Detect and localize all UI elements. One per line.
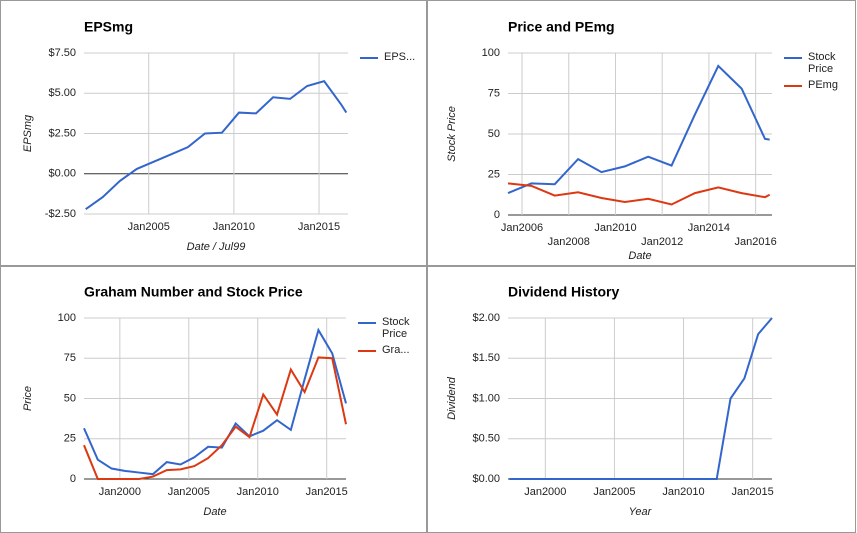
x-axis-label: Year	[629, 506, 653, 518]
x-tick-label: Jan2010	[662, 486, 704, 498]
legend-item: Stock Price	[784, 51, 846, 75]
x-tick-label: Jan2015	[306, 486, 348, 498]
x-tick-label: Jan2016	[735, 236, 777, 248]
y-tick-label: $2.50	[48, 127, 76, 139]
y-axis-label: Price	[22, 386, 34, 411]
x-tick-label: Jan2000	[524, 486, 566, 498]
y-tick-label: 100	[482, 47, 500, 59]
series-line	[509, 317, 773, 480]
legend-item: PEmg	[784, 79, 846, 91]
x-tick-label: Jan2012	[641, 236, 683, 248]
y-tick-label: 25	[64, 433, 76, 445]
series-line	[83, 356, 347, 480]
legend-item: EPS...	[360, 51, 422, 63]
legend-swatch	[358, 322, 376, 324]
x-tick-label: Jan2005	[128, 221, 170, 233]
y-tick-label: $0.00	[48, 168, 76, 180]
legend-item: Gra...	[358, 344, 420, 356]
x-tick-label: Jan2008	[548, 236, 590, 248]
y-tick-label: 0	[494, 209, 500, 221]
x-tick-label: Jan2005	[593, 486, 635, 498]
legend-item: Stock Price	[358, 316, 420, 340]
legend-label: EPS...	[384, 51, 416, 63]
y-tick-label: 50	[64, 392, 76, 404]
x-tick-label: Jan2010	[213, 221, 255, 233]
x-axis-label: Date	[203, 506, 226, 518]
y-tick-label: $0.00	[472, 473, 500, 485]
legend-label: Gra...	[382, 344, 410, 356]
y-tick-label: 100	[58, 312, 76, 324]
y-tick-label: $7.50	[48, 47, 76, 59]
y-tick-label: $5.00	[48, 87, 76, 99]
x-tick-label: Jan2006	[501, 222, 543, 234]
x-tick-label: Jan2000	[99, 486, 141, 498]
y-tick-label: $1.50	[472, 352, 500, 364]
legend-swatch	[784, 85, 802, 87]
y-tick-label: -$2.50	[45, 208, 76, 220]
x-axis-label: Date	[628, 250, 651, 262]
chart-title: Graham Number and Stock Price	[84, 284, 303, 300]
y-tick-label: 75	[64, 352, 76, 364]
series-line	[507, 64, 770, 195]
series-line	[507, 182, 771, 206]
legend-swatch	[358, 350, 376, 352]
legend-label: Stock Price	[382, 316, 410, 340]
legend: Stock Price PEmg	[784, 51, 846, 95]
y-tick-label: 0	[70, 473, 76, 485]
y-tick-label: 75	[488, 87, 500, 99]
legend-swatch	[784, 57, 802, 59]
x-axis-label: Date / Jul99	[187, 241, 246, 253]
legend-swatch	[360, 57, 378, 59]
chart-title: Dividend History	[508, 284, 619, 300]
x-tick-label: Jan2010	[594, 222, 636, 234]
y-tick-label: 50	[488, 128, 500, 140]
x-tick-label: Jan2010	[237, 486, 279, 498]
y-tick-label: $0.50	[472, 433, 500, 445]
legend-label: Stock Price	[808, 51, 836, 75]
y-axis-label: Dividend	[446, 376, 458, 420]
legend-label: PEmg	[808, 79, 838, 91]
y-tick-label: 25	[488, 168, 500, 180]
x-tick-label: Jan2005	[168, 486, 210, 498]
chart-title: EPSmg	[84, 19, 133, 35]
legend: Stock Price Gra...	[358, 316, 420, 360]
panel	[0, 0, 427, 266]
legend: EPS...	[360, 51, 422, 67]
x-tick-label: Jan2015	[298, 221, 340, 233]
chart-title: Price and PEmg	[508, 19, 615, 35]
y-tick-label: $1.00	[472, 392, 500, 404]
series-line	[85, 80, 348, 210]
y-tick-label: $2.00	[472, 312, 500, 324]
y-axis-label: Stock Price	[446, 106, 458, 162]
x-tick-label: Jan2014	[688, 222, 730, 234]
y-axis-label: EPSmg	[22, 114, 34, 152]
x-tick-label: Jan2015	[732, 486, 774, 498]
panel	[427, 0, 856, 266]
